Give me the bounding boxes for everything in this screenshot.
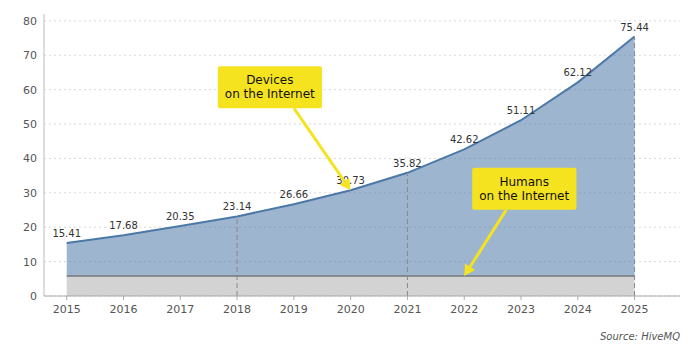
annotation: Humanson the Internet (464, 168, 576, 276)
dashed-line (634, 37, 635, 296)
grid-line (44, 20, 680, 21)
devices-area (67, 37, 635, 276)
x-tick (407, 296, 408, 300)
annotation-line: Humans (499, 175, 549, 189)
x-tick-label: 2019 (280, 303, 308, 316)
x-tick (350, 296, 351, 300)
data-label: 20.35 (166, 211, 195, 222)
y-tick-label: 10 (23, 256, 37, 269)
x-tick-label: 2023 (507, 303, 535, 316)
grid-line (44, 55, 680, 56)
annotation: Deviceson the Internet (218, 66, 351, 190)
y-tick-label: 0 (30, 290, 37, 303)
dashed-line (237, 216, 238, 296)
data-label: 23.14 (223, 201, 252, 212)
x-tick-label: 2022 (450, 303, 478, 316)
x-tick (180, 296, 181, 300)
y-axis-line (44, 14, 45, 296)
y-tick-label: 60 (23, 84, 37, 97)
source: Source: HiveMQ (600, 331, 680, 342)
annotation-arrow (470, 210, 506, 267)
x-tick (577, 296, 578, 300)
x-tick-label: 2015 (53, 303, 81, 316)
data-label: 42.62 (450, 134, 479, 145)
humans-area (67, 276, 635, 296)
x-tick-label: 2017 (166, 303, 194, 316)
annotation-box (218, 66, 322, 108)
data-label: 35.82 (393, 158, 422, 169)
plot-area (67, 37, 635, 296)
x-axis-line (44, 296, 680, 297)
y-tick-label: 80 (23, 15, 37, 28)
x-tick (237, 296, 238, 300)
x-tick (66, 296, 67, 300)
data-label: 17.68 (109, 220, 138, 231)
grid-line (44, 296, 680, 297)
annotation-line: on the Internet (479, 189, 569, 203)
devices-line (67, 37, 635, 243)
x-tick-label: 2021 (393, 303, 421, 316)
annotation-line: Devices (246, 73, 293, 87)
data-label: 26.66 (280, 189, 309, 200)
y-tick-label: 40 (23, 152, 37, 165)
chart: 0 10 20 30 40 50 60 70 80 2015 2016 2017 2018 2019 202… (0, 0, 700, 350)
data-label: 15.41 (52, 228, 81, 239)
data-label: 62.12 (563, 67, 592, 78)
y-tick-label: 70 (23, 49, 37, 62)
y-tick-label: 20 (23, 221, 37, 234)
x-tick (521, 296, 522, 300)
annotation-box (472, 168, 576, 210)
humans-line (67, 275, 635, 277)
annotation-text: Humanson the Internet (479, 175, 569, 203)
x-tick (123, 296, 124, 300)
x-tick (634, 296, 635, 300)
x-tick-label: 2024 (564, 303, 592, 316)
data-label: 51.11 (507, 105, 536, 116)
y-tick-label: 30 (23, 187, 37, 200)
dashed-line (407, 173, 408, 296)
annotation-text: Deviceson the Internet (225, 73, 315, 101)
annotation-arrowhead (339, 178, 350, 190)
x-tick-label: 2020 (337, 303, 365, 316)
x-tick (293, 296, 294, 300)
y-tick-label: 50 (23, 118, 37, 131)
x-tick-label: 2018 (223, 303, 251, 316)
annotation-line: on the Internet (225, 87, 315, 101)
annotation-arrow (294, 108, 344, 181)
x-tick (464, 296, 465, 300)
x-tick-label: 2025 (621, 303, 649, 316)
x-tick-label: 2016 (110, 303, 138, 316)
annotation-arrowhead (464, 264, 475, 277)
data-label: 75.44 (620, 22, 649, 33)
